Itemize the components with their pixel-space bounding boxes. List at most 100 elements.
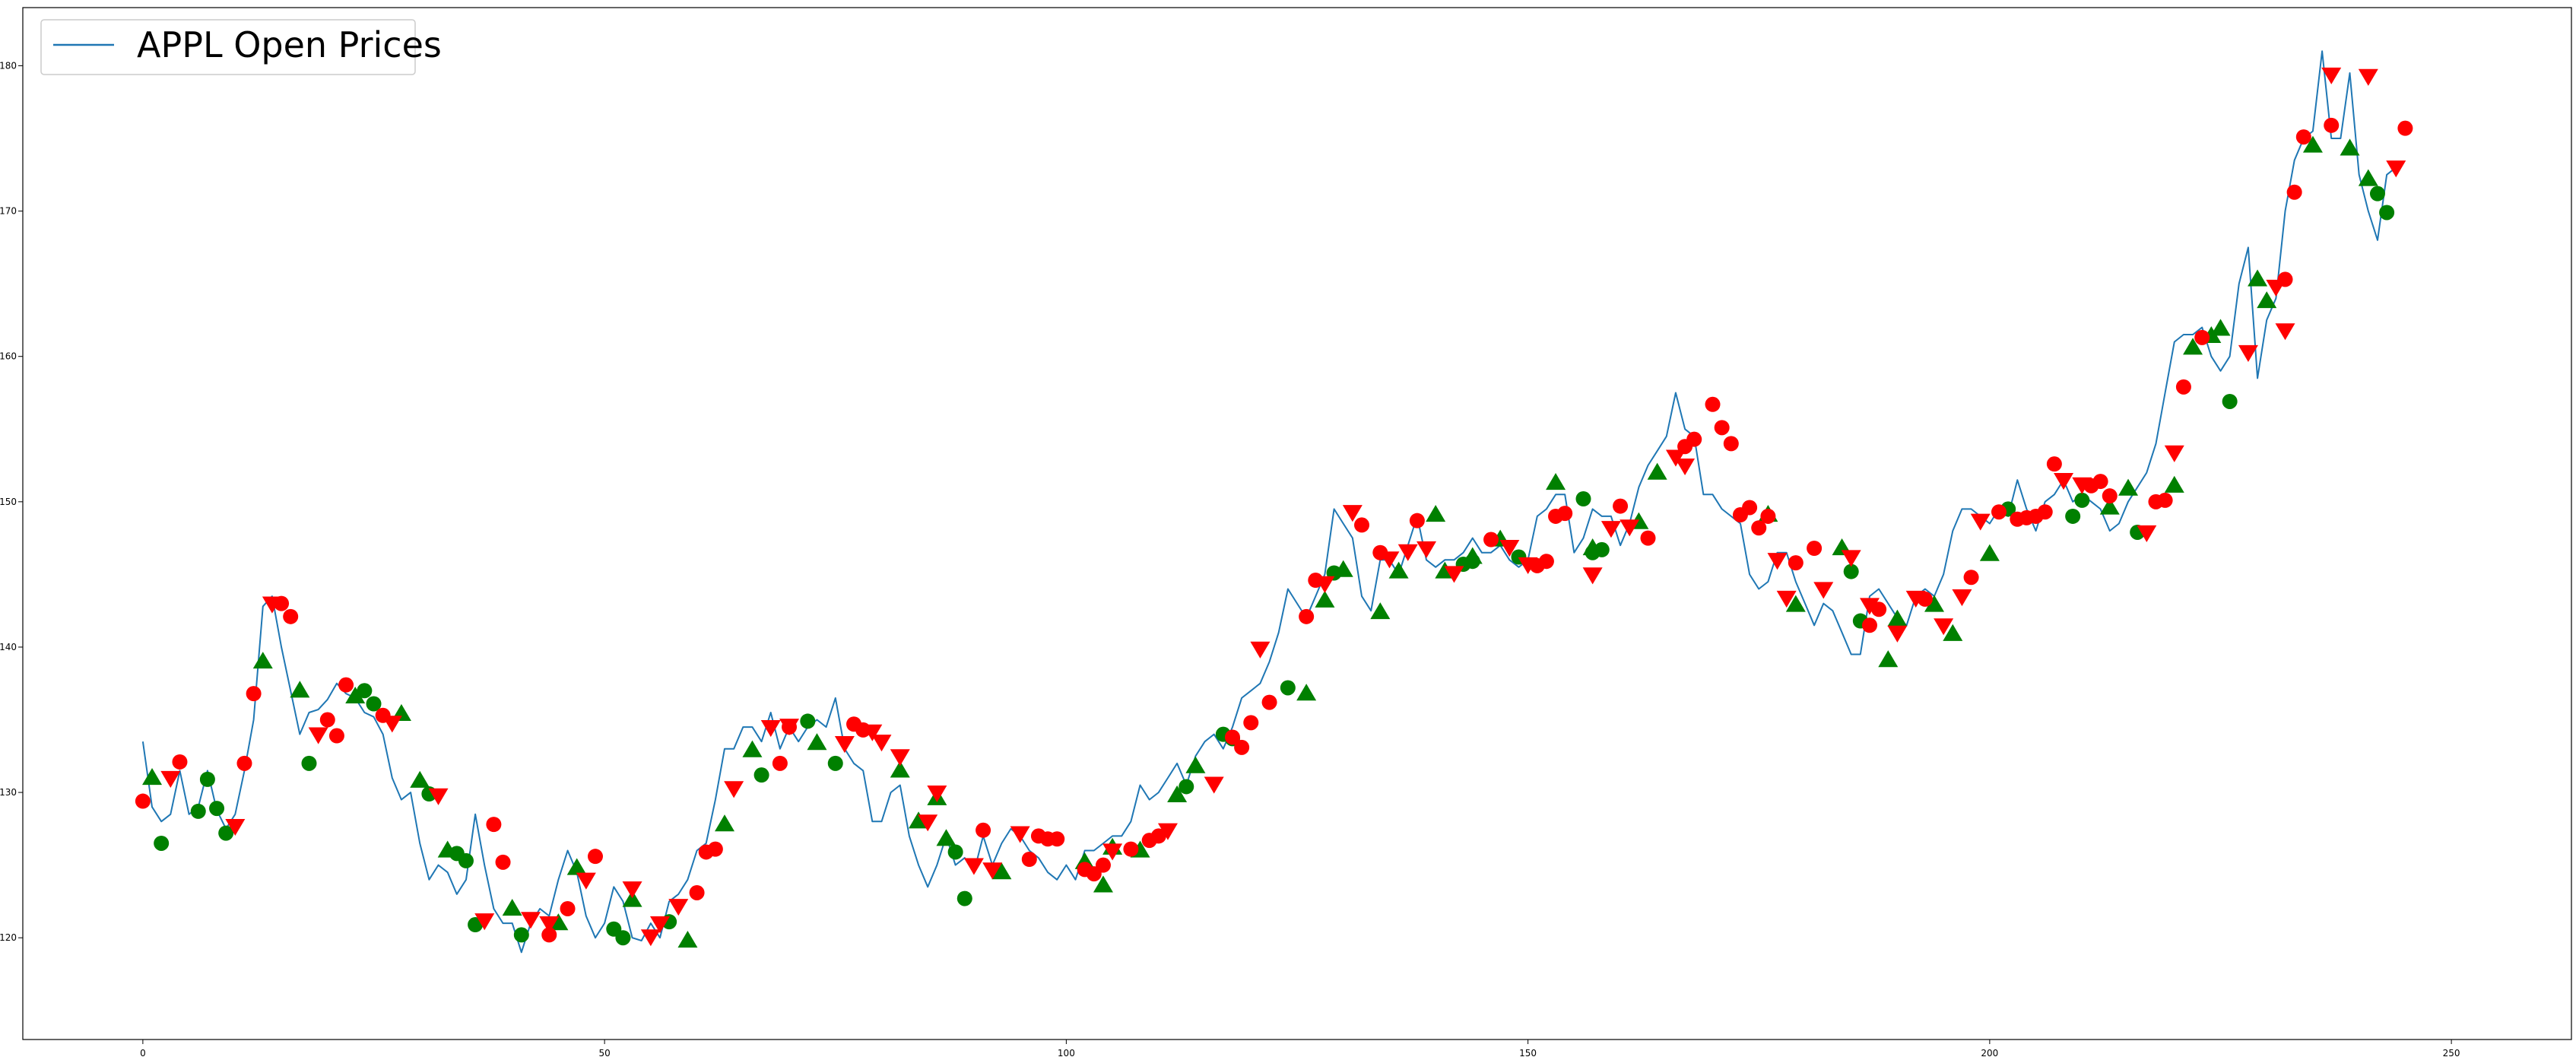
marker-triangle-up [410,770,430,788]
marker-triangle-up [2257,291,2277,309]
marker-circle-red [1751,520,1767,536]
marker-circle-red [698,844,714,860]
y-tick-label: 150 [0,497,17,507]
x-tick-label: 150 [1519,1048,1537,1057]
marker-triangle-down [1665,449,1686,467]
marker-circle-green [2379,205,2395,221]
marker-triangle-down [622,881,642,899]
marker-triangle-down [1952,589,1972,607]
marker-circle-green [209,801,225,817]
marker-triangle-down [576,872,596,890]
marker-circle-red [2286,184,2302,200]
marker-circle-green [947,844,963,860]
marker-circle-red [1224,729,1240,745]
marker-circle-red [1613,498,1629,514]
marker-triangle-up [890,760,910,778]
y-tick-label: 180 [0,60,17,71]
marker-circle-red [2397,120,2413,136]
marker-triangle-down [1776,590,1797,608]
marker-circle-red [1963,570,1979,586]
x-tick-label: 50 [598,1048,610,1057]
marker-triangle-up [437,840,458,858]
marker-circle-red [1049,831,1065,847]
marker-triangle-down [982,862,1003,880]
marker-triangle-down [1905,590,1926,608]
legend: APPL Open Prices [40,19,442,75]
marker-triangle-down [1518,557,1538,575]
marker-triangle-down [225,818,246,836]
marker-circle-green [1179,779,1194,795]
marker-circle-red [689,884,705,900]
marker-triangle-down [1444,566,1464,583]
marker-circle-red [2295,129,2311,145]
marker-triangle-up [2340,138,2360,156]
marker-circle-green [615,930,631,946]
marker-triangle-up [1546,472,1566,490]
marker-circle-red [486,817,502,833]
marker-triangle-up [2118,478,2139,496]
marker-triangle-down [1397,544,1418,561]
marker-triangle-up [2210,319,2231,336]
y-tick-label: 170 [0,206,17,217]
marker-circle-red [236,755,252,771]
marker-circle-red [319,712,335,728]
marker-circle-red [2102,488,2118,504]
marker-triangle-up [566,858,587,875]
marker-circle-green [2369,186,2385,202]
marker-triangle-down [160,770,181,788]
marker-triangle-down [890,749,910,767]
marker-triangle-down [2321,67,2342,84]
marker-triangle-down [2164,445,2184,462]
marker-triangle-up [252,652,273,669]
marker-triangle-down [2358,68,2378,86]
marker-circle-green [1575,491,1591,507]
marker-triangle-down [1767,553,1788,570]
marker-circle-red [1788,555,1804,571]
marker-circle-green [513,927,529,943]
marker-triangle-down [1250,641,1271,659]
marker-triangle-down [862,724,883,741]
marker-triangle-down [2054,473,2074,490]
marker-circle-red [1243,715,1259,731]
marker-triangle-down [871,735,892,752]
marker-circle-red [246,686,262,702]
x-tick-label: 200 [1981,1048,1998,1057]
marker-triangle-up [1943,624,1963,641]
marker-triangle-down [963,858,984,875]
x-tick-label: 250 [2443,1048,2460,1057]
marker-triangle-up [1370,602,1391,620]
marker-circle-green [458,852,474,868]
marker-circle-red [1640,530,1656,546]
marker-circle-green [2074,492,2090,508]
marker-triangle-down [1379,551,1400,569]
marker-triangle-up [1333,560,1353,577]
marker-circle-green [190,803,206,819]
marker-circle-red [2092,474,2108,490]
marker-triangle-down [1416,541,1437,558]
marker-triangle-down [834,736,855,754]
marker-triangle-up [502,898,522,916]
marker-circle-green [753,767,769,783]
marker-triangle-up [1315,590,1335,608]
marker-circle-red [1123,841,1139,857]
marker-triangle-up [2099,497,2120,515]
marker-triangle-down [779,719,800,736]
marker-triangle-down [927,785,947,803]
marker-triangle-up [715,814,735,832]
legend-label: APPL Open Prices [137,24,442,65]
marker-circle-red [1807,540,1823,556]
marker-triangle-up [742,740,763,757]
marker-triangle-down [2275,323,2295,341]
marker-circle-red [2046,456,2062,472]
marker-triangle-down [1970,513,1991,531]
marker-triangle-up [1296,684,1317,701]
x-tick-label: 100 [1058,1048,1075,1057]
marker-circle-red [1705,396,1721,412]
marker-circle-red [495,854,511,870]
marker-triangle-up [2302,135,2323,153]
marker-triangle-down [1887,625,1908,643]
marker-triangle-up [1785,595,1806,612]
marker-circle-green [357,683,373,699]
plot-area [135,50,2413,954]
marker-circle-green [218,825,234,841]
